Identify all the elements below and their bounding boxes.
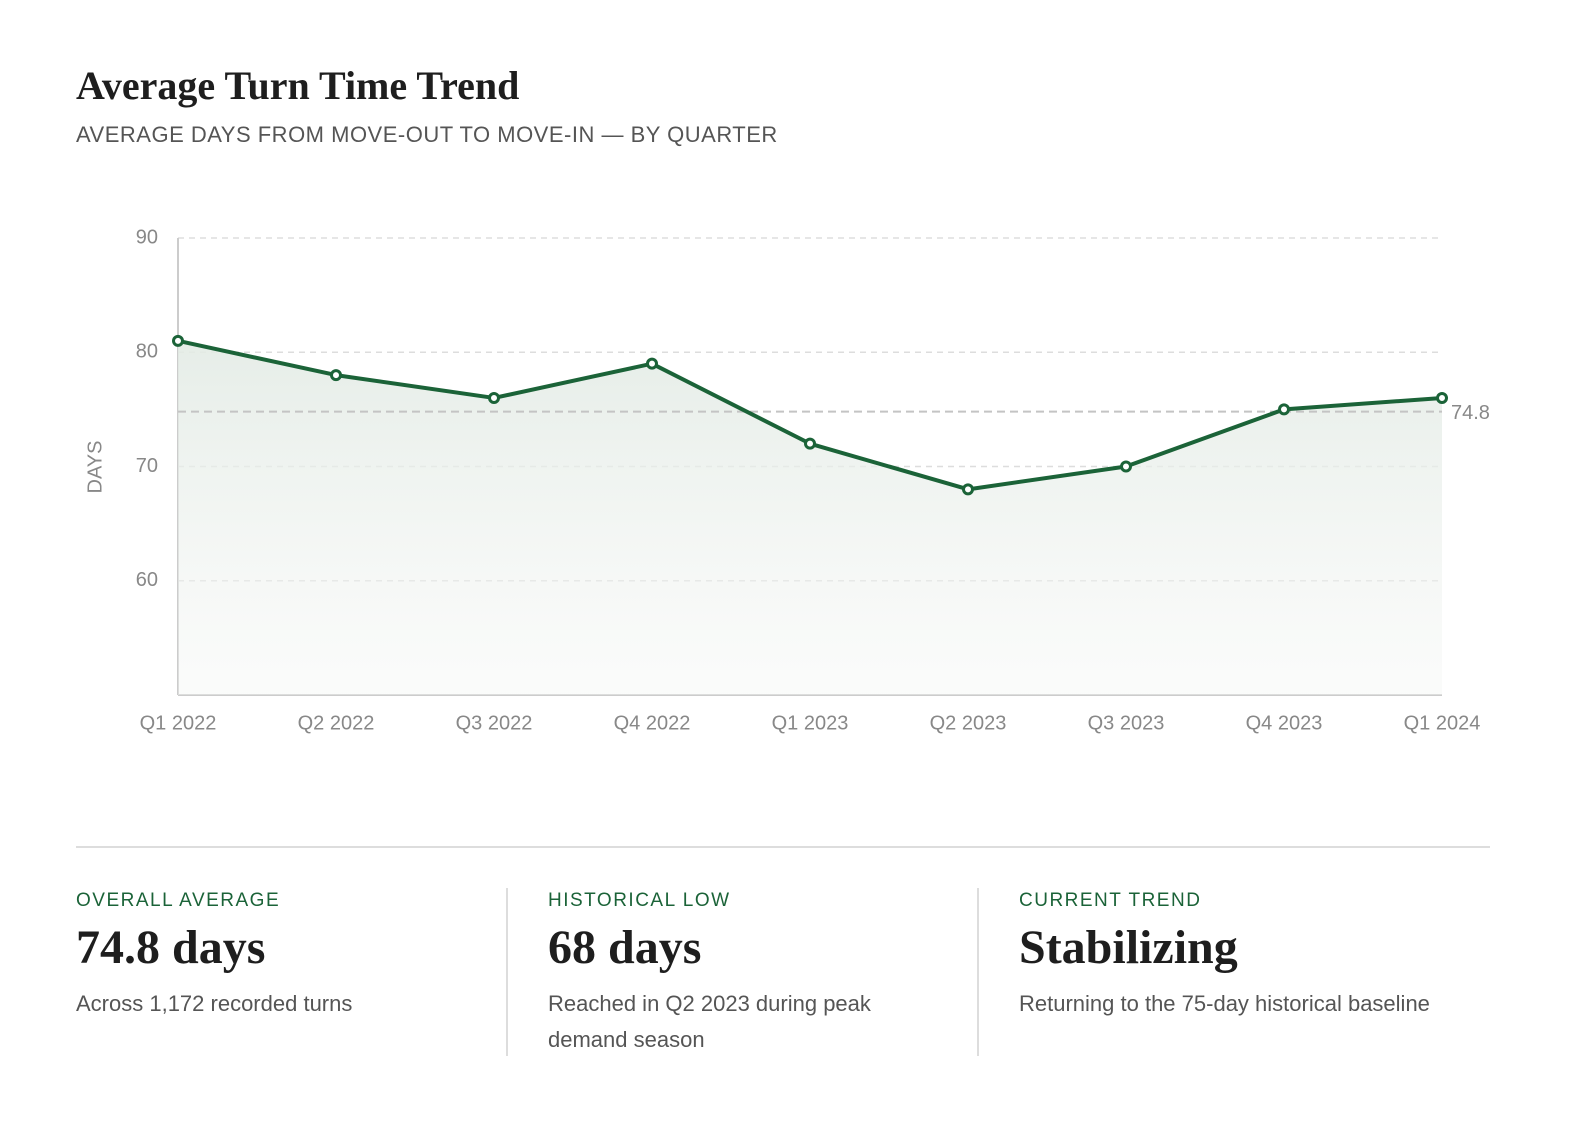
stat-card: OVERALL AVERAGE 74.8 days Across 1,172 r… [76,888,496,1056]
x-tick-label: Q1 2023 [772,712,849,734]
stat-value: 68 days [548,921,702,974]
point [962,483,974,496]
divider [76,846,1490,848]
y-tick-label: 60 [136,569,158,591]
stat-card: CURRENT TREND Stabilizing Returning to t… [977,888,1539,1056]
stat-label: OVERALL AVERAGE [76,890,281,911]
point [1120,460,1132,473]
chart-subtitle: AVERAGE DAYS FROM MOVE-OUT TO MOVE-IN — … [76,122,778,147]
average-label: 74.8 [1451,402,1490,424]
point [804,437,816,450]
point [1436,391,1448,404]
point [1278,403,1290,416]
y-tick-label: 90 [136,226,158,248]
x-tick-label: Q2 2023 [930,712,1007,734]
x-tick-label: Q1 2022 [140,712,217,734]
area [178,340,1442,695]
point [488,391,500,404]
y-axis-label: DAYS [84,441,106,494]
x-tick-label: Q2 2022 [298,712,375,734]
x-tick-label: Q3 2023 [1088,712,1165,734]
stat-note: Across 1,172 recorded turns [76,991,353,1016]
stat-value: Stabilizing [1019,921,1238,974]
chart: DAYS 60 70 80 90 Q1 2022 Q2 2022 Q3 2022 Q4 202… [84,226,1490,734]
stat-label: HISTORICAL LOW [548,890,731,911]
stat-label: CURRENT TREND [1019,890,1202,911]
stat-card: HISTORICAL LOW 68 days Reached in Q2 202… [506,888,928,1056]
y-tick-label: 80 [136,341,158,363]
chart-title: Average Turn Time Trend [76,63,520,108]
y-tick-label: 70 [136,455,158,477]
point [330,369,342,382]
x-tick-label: Q4 2023 [1246,712,1323,734]
stat-note: Reached in Q2 2023 during peak demand se… [548,991,871,1052]
point [646,357,658,370]
x-tick-label: Q4 2022 [614,712,691,734]
point [172,334,184,347]
stat-note: Returning to the 75-day historical basel… [1019,991,1430,1016]
x-tick-label: Q3 2022 [456,712,533,734]
stat-value: 74.8 days [76,921,266,974]
x-tick-label: Q1 2024 [1404,712,1481,734]
